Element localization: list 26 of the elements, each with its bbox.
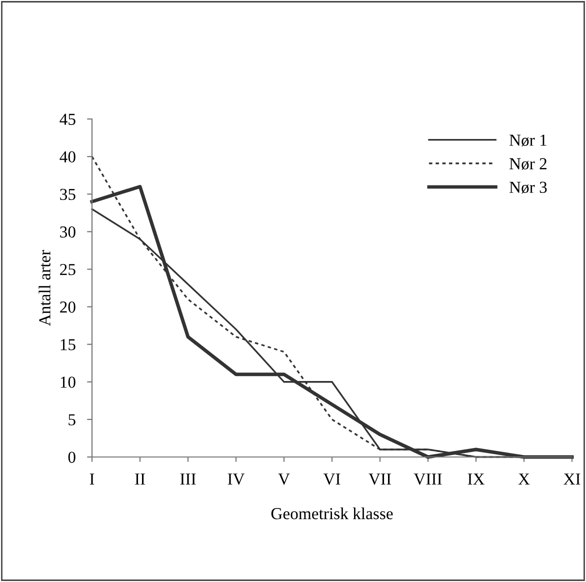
x-tick-label: VI (323, 474, 340, 485)
y-tick-label: 30 (60, 226, 76, 238)
x-tick-label: X (518, 474, 530, 485)
x-tick-label: IV (228, 474, 245, 485)
y-tick-label: 15 (60, 339, 76, 350)
legend-label: Nør 2 (509, 158, 546, 170)
x-tick-label: VIII (414, 474, 442, 485)
x-tick-label: VII (368, 474, 391, 485)
legend-label: Nør 3 (509, 182, 547, 194)
x-tick-label: V (278, 474, 290, 485)
y-tick-label: 25 (60, 264, 76, 276)
y-tick-label: 45 (60, 114, 76, 125)
x-tick-label: XI (564, 474, 580, 485)
y-axis-title: Antall arter (38, 250, 50, 326)
x-axis-title: Geometrisk klasse (271, 508, 393, 520)
x-tick-label: II (135, 474, 145, 485)
y-tick-label: 5 (68, 414, 76, 426)
x-tick-label: III (180, 474, 196, 485)
y-tick-label: 40 (60, 151, 76, 162)
x-tick-label: IX (468, 474, 484, 485)
y-tick-label: 20 (60, 301, 76, 313)
x-tick-label: I (90, 474, 94, 485)
y-tick-label: 10 (60, 376, 76, 388)
y-tick-label: 35 (60, 188, 76, 200)
legend-label: Nør 1 (509, 134, 546, 146)
y-tick-label: 0 (68, 452, 76, 463)
